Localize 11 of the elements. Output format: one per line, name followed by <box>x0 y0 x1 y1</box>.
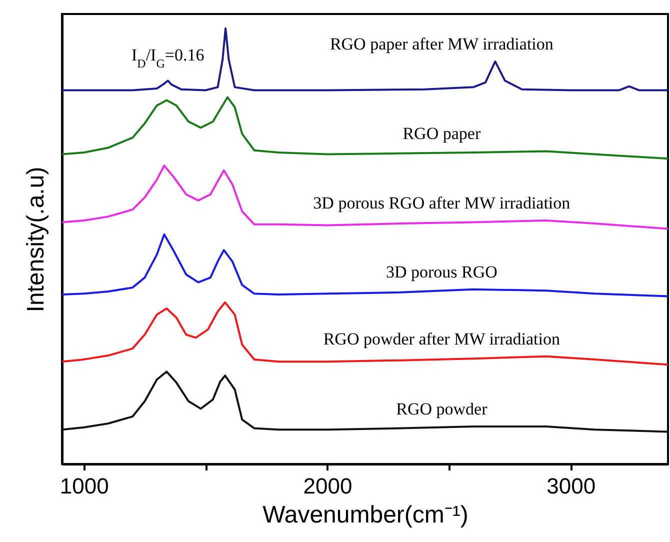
series-label: RGO powder <box>396 400 488 419</box>
series-label: RGO paper <box>402 124 481 144</box>
x-tick-label: 1000 <box>60 474 109 498</box>
series-label: RGO powder after MW irradiation <box>323 329 560 348</box>
y-axis-title: Intensity(.a.u) <box>22 166 50 312</box>
x-tick-label: 3000 <box>546 474 596 498</box>
series-label: 3D porous RGO after MW irradiation <box>313 193 571 212</box>
x-tick-label: 2000 <box>303 474 352 498</box>
x-axis-title: Wavenumber(cm⁻¹) <box>262 502 468 528</box>
text: RGO paper after MW irradiation <box>330 34 554 54</box>
series-label: 3D porous RGO <box>386 262 498 282</box>
